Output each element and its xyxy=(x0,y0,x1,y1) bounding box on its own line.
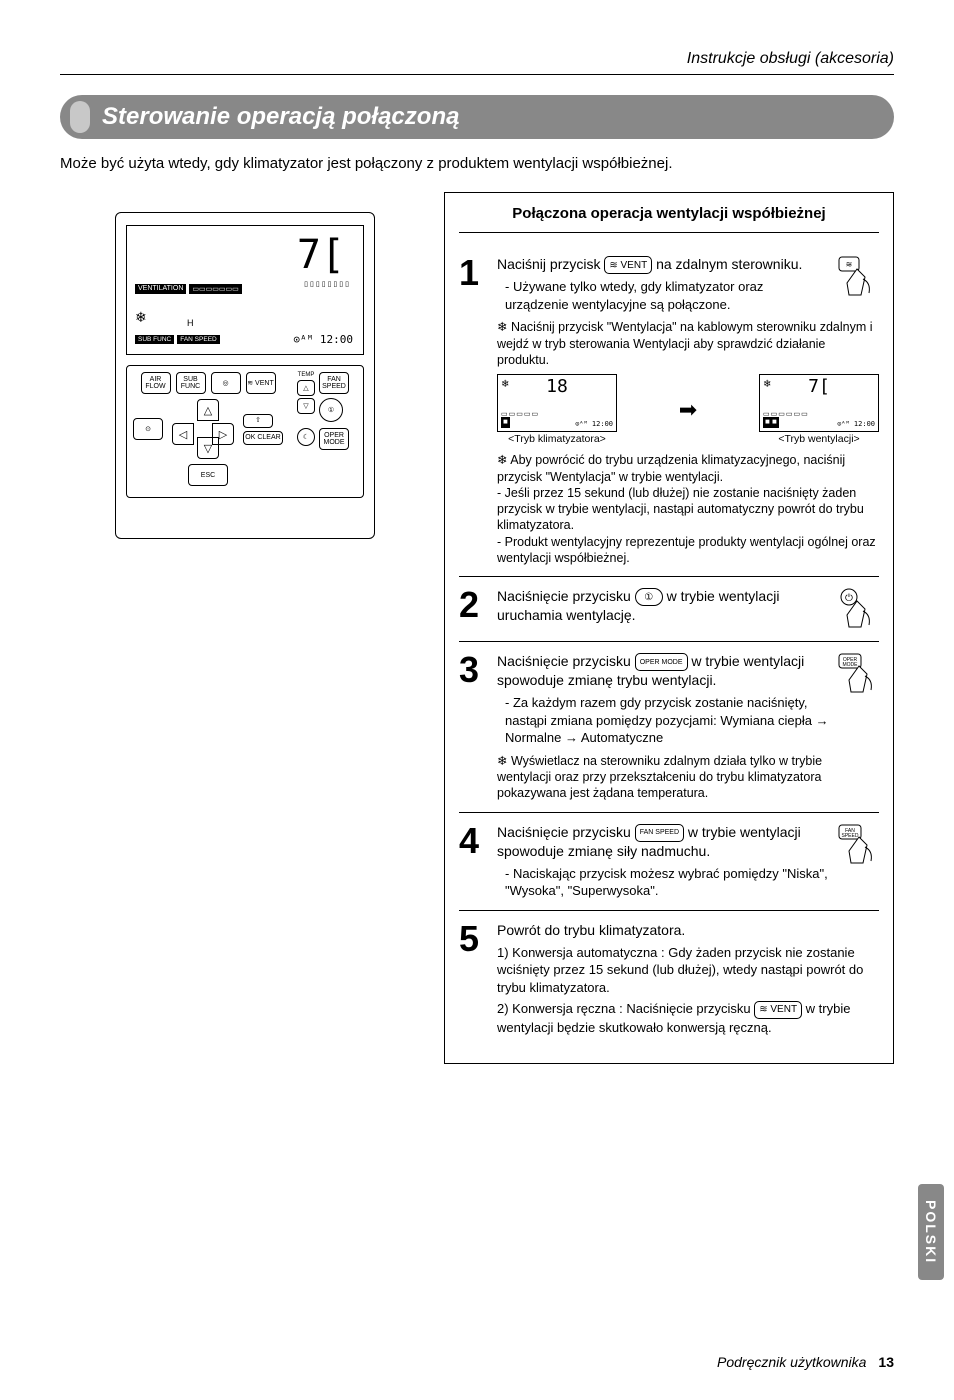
esc-button[interactable]: ESC xyxy=(188,464,228,486)
step-3: 3 Naciśnięcie przycisku OPER MODE w tryb… xyxy=(459,642,879,813)
step3-note: ❄ Wyświetlacz na sterowniku zdalnym dzia… xyxy=(497,753,829,802)
clock-button[interactable]: ⊙ xyxy=(133,418,163,440)
dpad-right[interactable]: ▷ xyxy=(212,423,234,445)
lcd-h-label: H xyxy=(187,318,194,328)
vent-button-icon: ≋ VENT xyxy=(604,256,652,274)
section-title: Sterowanie operacją połączoną xyxy=(102,103,870,131)
step1-note2: ❄ Aby powrócić do trybu urządzenia klima… xyxy=(497,452,879,566)
step1-note1: ❄ Naciśnij przycisk "Wentylacja" na kabl… xyxy=(497,319,879,368)
instructions-panel: Połączona operacja wentylacji współbieżn… xyxy=(444,192,894,1064)
remote-illustration-column: 7[ ▯▯▯▯▯▯▯▯ VENTILATION ▭▭▭▭▭▭▭ H SUB FU… xyxy=(60,192,430,1064)
step4-sub: - Naciskając przycisk możesz wybrać pomi… xyxy=(505,865,829,900)
footer-label: Podręcznik użytkownika xyxy=(717,1354,866,1370)
step2-lead: Naciśnięcie przycisku ① w trybie wentyla… xyxy=(497,587,829,625)
press-hand-icon: FAN SPEED xyxy=(835,823,879,867)
snowflake-icon xyxy=(501,378,509,392)
press-hand-icon: ≋ xyxy=(835,255,879,299)
step3-lead-a: Naciśnięcie przycisku xyxy=(497,653,635,669)
svg-text:MODE: MODE xyxy=(843,662,859,668)
vent-temp: 7[ xyxy=(763,378,875,396)
step-number: 5 xyxy=(459,921,487,1037)
power-button[interactable]: ① xyxy=(319,398,343,422)
breadcrumb: Instrukcje obsługi (akcesoria) xyxy=(60,50,894,75)
snowflake-icon xyxy=(763,378,771,392)
swirl-button[interactable]: ◎ xyxy=(211,372,241,394)
step4-lead-a: Naciśnięcie przycisku xyxy=(497,824,635,840)
step5-item1: 1) Konwersja automatyczna : Gdy żaden pr… xyxy=(497,944,879,997)
step3-lead: Naciśnięcie przycisku OPER MODE w trybie… xyxy=(497,652,829,690)
lcd-ventilation-tag: VENTILATION ▭▭▭▭▭▭▭ xyxy=(135,284,242,294)
ok-clear-button[interactable]: OK CLEAR xyxy=(243,431,283,445)
step5-item2-a: 2) Konwersja ręczna : Naciśnięcie przyci… xyxy=(497,1001,754,1016)
temp-up-button[interactable]: △ xyxy=(297,380,315,396)
air-flow-button[interactable]: AIR FLOW xyxy=(141,372,171,394)
fan-speed-button[interactable]: FAN SPEED xyxy=(319,372,349,394)
ac-mode-lcd: 18 ▭▭▭▭▭ ■ ⊙ᴬᴹ 12:00 xyxy=(497,374,617,432)
panel-title: Połączona operacja wentylacji współbieżn… xyxy=(459,205,879,233)
step-1: 1 Naciśnij przycisk ≋ VENT na zdalnym st… xyxy=(459,245,879,577)
step-number: 1 xyxy=(459,255,487,566)
section-title-bar: Sterowanie operacją połączoną xyxy=(60,95,894,139)
step1-sub: - Używane tylko wtedy, gdy klimatyzator … xyxy=(505,278,829,313)
step2-lead-a: Naciśnięcie przycisku xyxy=(497,588,635,604)
remote-lcd: 7[ ▯▯▯▯▯▯▯▯ VENTILATION ▭▭▭▭▭▭▭ H SUB FU… xyxy=(126,225,364,355)
remote-button-panel: AIR FLOW SUB FUNC ◎ ≋ VENT ⊙ △ ▽ ◁ ▷ xyxy=(126,365,364,498)
ac-clock: ⊙ᴬᴹ 12:00 xyxy=(575,420,613,429)
lcd-fanspeed-badge: FAN SPEED xyxy=(177,335,219,344)
home-button[interactable]: ⇧ xyxy=(243,414,273,428)
step5-item2: 2) Konwersja ręczna : Naciśnięcie przyci… xyxy=(497,1000,879,1036)
page-number: 13 xyxy=(878,1354,894,1370)
page-footer: Podręcznik użytkownika 13 xyxy=(60,1354,894,1370)
dpad-up[interactable]: △ xyxy=(197,399,219,421)
step3-sub: - Za każdym razem gdy przycisk zostanie … xyxy=(505,694,829,747)
vent-mode-caption: <Tryb wentylacji> xyxy=(759,432,879,446)
lcd-temp: 7[ xyxy=(297,232,345,278)
moon-button[interactable]: ☾ xyxy=(297,428,315,446)
lcd-set-ticks: ▯▯▯▯▯▯▯▯ xyxy=(304,280,351,288)
press-hand-icon: ⏻ xyxy=(835,587,879,631)
snowflake-icon xyxy=(135,309,147,326)
temp-down-button[interactable]: ▽ xyxy=(297,398,315,414)
vent-clock: ⊙ᴬᴹ 12:00 xyxy=(837,420,875,429)
step-number: 2 xyxy=(459,587,487,631)
step-5: 5 Powrót do trybu klimatyzatora. 1) Konw… xyxy=(459,911,879,1047)
lcd-subfunc-badge: SUB FUNC xyxy=(135,335,174,344)
lcd-bars: ▭▭▭▭▭▭▭ xyxy=(189,284,241,294)
dpad-left[interactable]: ◁ xyxy=(172,423,194,445)
intro-text: Może być użyta wtedy, gdy klimatyzator j… xyxy=(60,155,894,172)
step5-lead: Powrót do trybu klimatyzatora. xyxy=(497,921,879,940)
step4-lead: Naciśnięcie przycisku FAN SPEED w trybie… xyxy=(497,823,829,861)
dpad: △ ▽ ◁ ▷ xyxy=(168,399,238,459)
ac-temp: 18 xyxy=(501,378,613,396)
power-button-icon: ① xyxy=(635,588,663,606)
lcd-badges: SUB FUNC FAN SPEED xyxy=(135,335,220,344)
remote-device: 7[ ▯▯▯▯▯▯▯▯ VENTILATION ▭▭▭▭▭▭▭ H SUB FU… xyxy=(115,212,375,539)
step1-lead-a: Naciśnij przycisk xyxy=(497,256,604,272)
svg-text:SPEED: SPEED xyxy=(842,833,859,839)
arrow-icon: ➡ xyxy=(679,395,697,425)
fan-speed-button-icon: FAN SPEED xyxy=(635,824,684,842)
vent-mode-lcd: 7[ ▭▭▭▭▭▭ ■ ■ ⊙ᴬᴹ 12:00 xyxy=(759,374,879,432)
oper-mode-button[interactable]: OPER MODE xyxy=(319,428,349,450)
step-4: 4 Naciśnięcie przycisku FAN SPEED w tryb… xyxy=(459,813,879,911)
vent-button-icon: ≋ VENT xyxy=(754,1001,802,1019)
ac-mode-caption: <Tryb klimatyzatora> xyxy=(497,432,617,446)
step1-lead-b: na zdalnym sterowniku. xyxy=(656,256,802,272)
svg-text:≋: ≋ xyxy=(846,260,853,269)
mode-transition-diagram: 18 ▭▭▭▭▭ ■ ⊙ᴬᴹ 12:00 <Tryb klimatyzatora… xyxy=(497,374,879,446)
language-tab: POLSKI xyxy=(918,1184,944,1280)
lcd-ventilation-label: VENTILATION xyxy=(135,284,186,294)
vent-button[interactable]: ≋ VENT xyxy=(246,372,276,394)
svg-text:⏻: ⏻ xyxy=(845,593,853,604)
step-2: 2 Naciśnięcie przycisku ① w trybie wenty… xyxy=(459,577,879,642)
step-number: 4 xyxy=(459,823,487,900)
sub-func-button[interactable]: SUB FUNC xyxy=(176,372,206,394)
lcd-clock: ⊙ᴬᴹ 12:00 xyxy=(293,333,353,346)
step1-lead: Naciśnij przycisk ≋ VENT na zdalnym ster… xyxy=(497,255,829,274)
temp-label: TEMP xyxy=(297,372,315,378)
step-number: 3 xyxy=(459,652,487,802)
press-hand-icon: OPER MODE xyxy=(835,652,879,696)
oper-mode-button-icon: OPER MODE xyxy=(635,653,688,671)
